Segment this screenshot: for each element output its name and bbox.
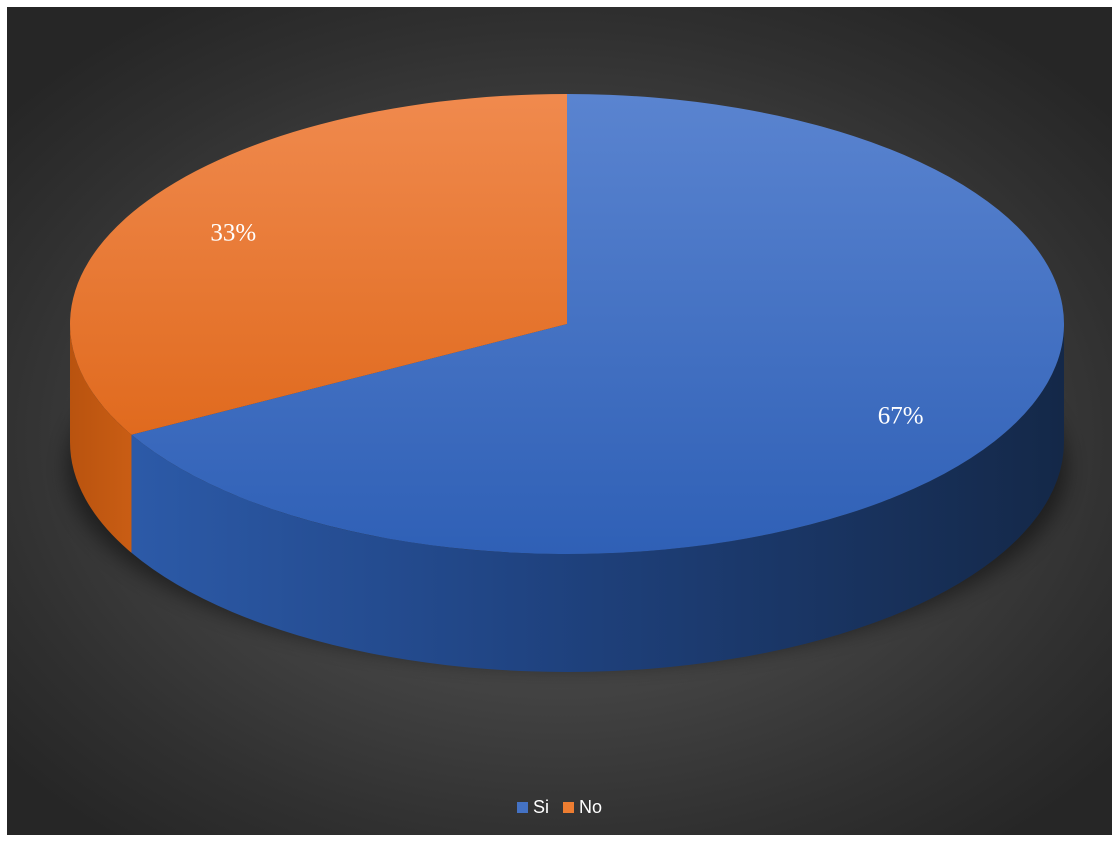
legend-item-si: Si (516, 797, 549, 818)
legend-swatch-si (516, 802, 528, 813)
pie-slice-no (70, 94, 568, 435)
data-labels: 67% 33% (210, 220, 923, 430)
legend-item-no: No (563, 797, 602, 818)
data-label-no: 33% (210, 220, 256, 247)
pie-slice-si (131, 94, 1065, 554)
pie-sides (70, 324, 1065, 672)
data-label-si: 67% (878, 402, 924, 429)
pie-tops (70, 94, 1065, 554)
pie-side-si (131, 324, 1065, 672)
legend-label-si: Si (532, 797, 549, 817)
pie-side-no (70, 324, 132, 553)
legend-label-no: No (579, 797, 603, 817)
pie-chart: 67% 33% (67, 94, 1067, 672)
legend-swatch-no (563, 802, 574, 813)
legend: Si No (7, 797, 1112, 818)
chart-area: 67% 33% Si No (7, 7, 1112, 835)
